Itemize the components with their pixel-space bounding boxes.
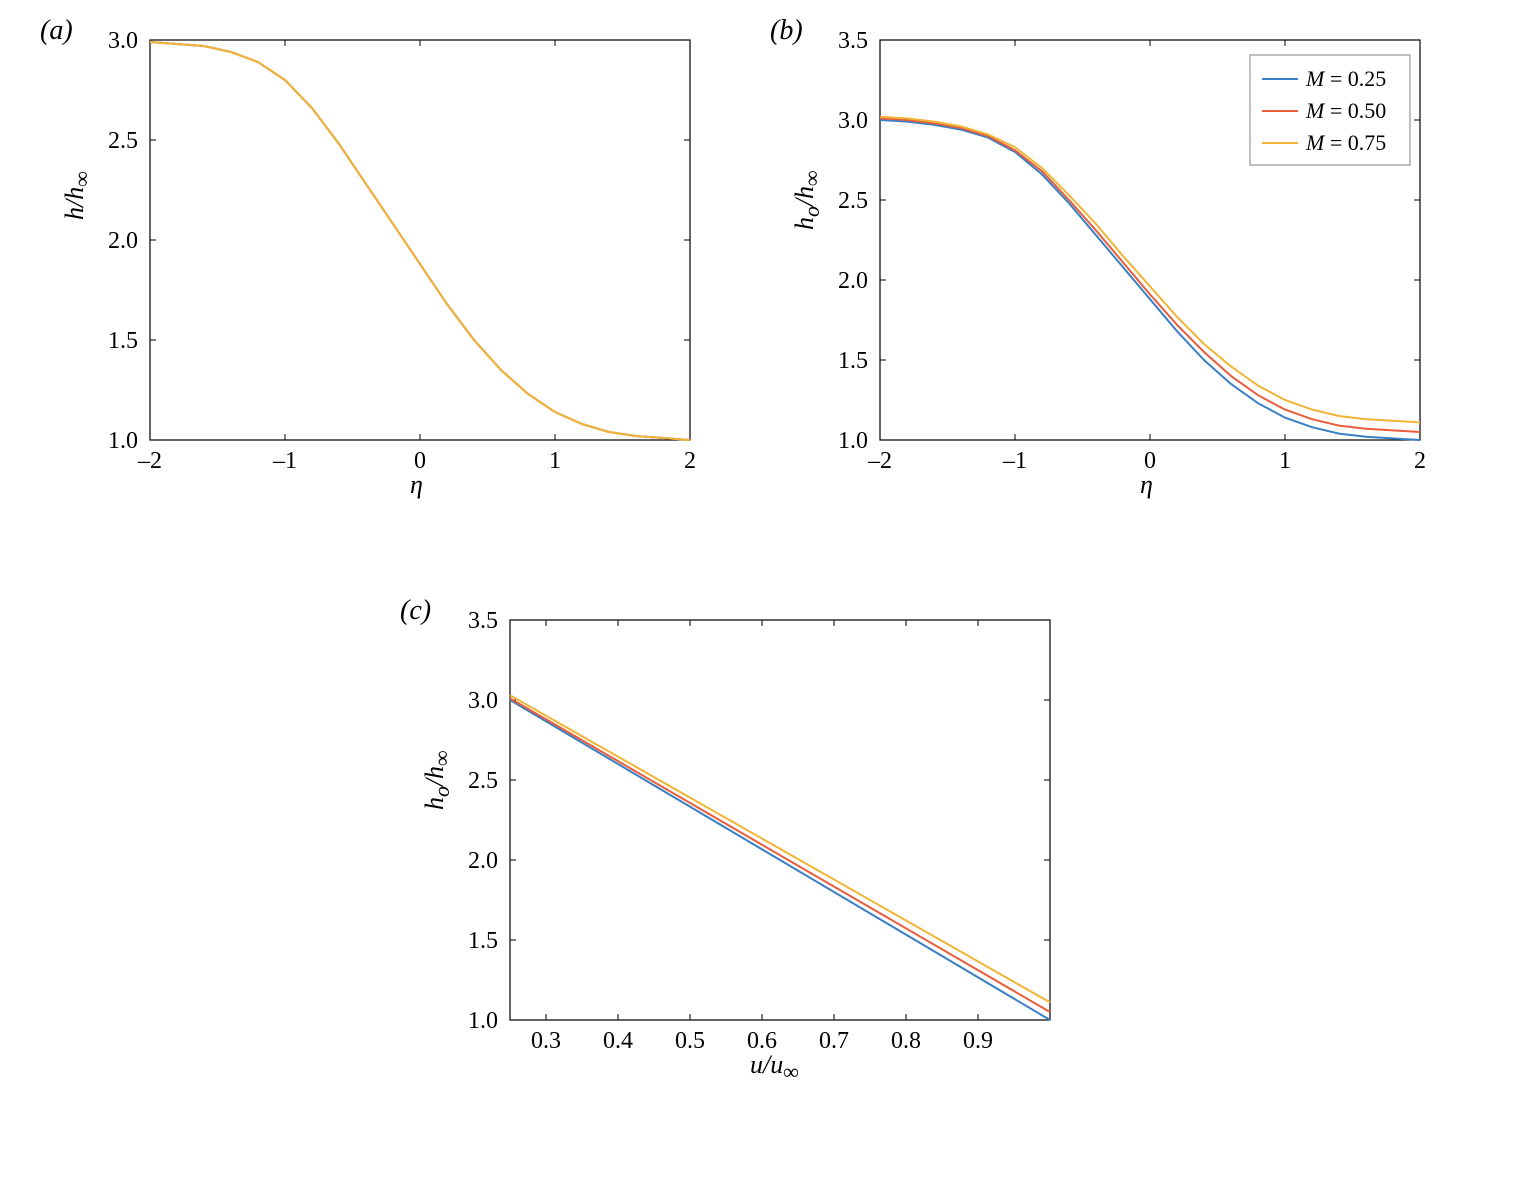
svg-text:2.5: 2.5 <box>838 188 868 214</box>
svg-text:–1: –1 <box>272 448 297 474</box>
panel-a: (a) –2–10121.01.52.02.53.0 h/h∞ η <box>70 20 710 505</box>
panel-a-svg: –2–10121.01.52.02.53.0 <box>70 20 710 500</box>
svg-text:–2: –2 <box>867 448 892 474</box>
svg-text:3.0: 3.0 <box>838 108 868 134</box>
svg-text:–2: –2 <box>137 448 162 474</box>
svg-text:1.0: 1.0 <box>108 428 138 454</box>
svg-text:0.9: 0.9 <box>963 1028 993 1054</box>
svg-text:1: 1 <box>1279 448 1291 474</box>
svg-text:3.5: 3.5 <box>838 28 868 54</box>
svg-text:M = 0.25: M = 0.25 <box>1305 66 1386 91</box>
svg-text:M = 0.75: M = 0.75 <box>1305 130 1386 155</box>
plot-box-c <box>510 620 1050 1020</box>
svg-text:0.4: 0.4 <box>603 1028 633 1054</box>
panel-b-svg: –2–10121.01.52.02.53.03.5M = 0.25M = 0.5… <box>800 20 1440 500</box>
svg-text:2: 2 <box>684 448 696 474</box>
svg-text:0.8: 0.8 <box>891 1028 921 1054</box>
svg-text:1.5: 1.5 <box>838 348 868 374</box>
svg-text:2.5: 2.5 <box>468 768 498 794</box>
svg-text:0.3: 0.3 <box>531 1028 561 1054</box>
panel-c-ylabel: ho/h∞ <box>420 750 455 810</box>
panel-a-label: (a) <box>40 15 73 47</box>
svg-text:1.0: 1.0 <box>838 428 868 454</box>
svg-text:3.0: 3.0 <box>108 28 138 54</box>
svg-text:3.0: 3.0 <box>468 688 498 714</box>
svg-text:1: 1 <box>549 448 561 474</box>
panel-b-label: (b) <box>770 15 803 47</box>
svg-text:0.7: 0.7 <box>819 1028 849 1054</box>
svg-text:M = 0.50: M = 0.50 <box>1305 98 1386 123</box>
panel-a-ylabel: h/h∞ <box>60 171 95 220</box>
svg-text:2: 2 <box>1414 448 1426 474</box>
panel-c-svg: 0.30.40.50.60.70.80.91.01.52.02.53.03.5 <box>430 600 1070 1080</box>
panel-a-xlabel: η <box>410 470 423 500</box>
figure-container: (a) –2–10121.01.52.02.53.0 h/h∞ η (b) –2… <box>20 20 1507 1178</box>
panel-b: (b) –2–10121.01.52.02.53.03.5M = 0.25M =… <box>800 20 1440 505</box>
panel-b-ylabel: ho/h∞ <box>790 170 825 230</box>
svg-text:2.0: 2.0 <box>108 228 138 254</box>
svg-text:–1: –1 <box>1002 448 1027 474</box>
svg-text:1.5: 1.5 <box>468 928 498 954</box>
panel-b-xlabel: η <box>1140 470 1153 500</box>
svg-text:1.5: 1.5 <box>108 328 138 354</box>
panel-c-label: (c) <box>400 595 431 627</box>
svg-text:3.5: 3.5 <box>468 608 498 634</box>
svg-text:2.0: 2.0 <box>468 848 498 874</box>
panel-c: (c) 0.30.40.50.60.70.80.91.01.52.02.53.0… <box>430 600 1070 1085</box>
svg-text:1.0: 1.0 <box>468 1008 498 1034</box>
panel-c-xlabel: u/u∞ <box>750 1050 799 1085</box>
svg-text:2.5: 2.5 <box>108 128 138 154</box>
svg-text:0.5: 0.5 <box>675 1028 705 1054</box>
plot-box-a <box>150 40 690 440</box>
svg-text:2.0: 2.0 <box>838 268 868 294</box>
